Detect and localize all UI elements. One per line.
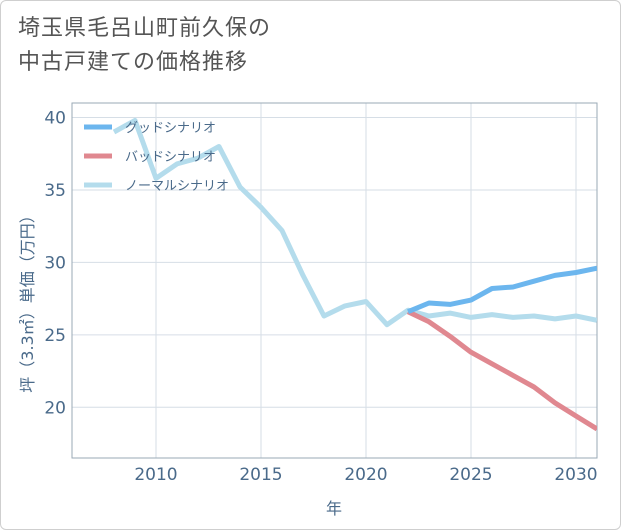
legend-label: バッドシナリオ (125, 150, 216, 165)
x-tick-label: 2020 (344, 465, 387, 485)
series-line-1 (406, 309, 597, 432)
legend-label: ノーマルシナリオ (125, 179, 229, 194)
y-axis-label: 坪（3.3㎡）単価（万円） (18, 207, 37, 392)
series-line-2 (112, 117, 597, 328)
series-line-0 (407, 265, 597, 315)
y-tick-label: 25 (44, 326, 66, 346)
y-tick-label: 40 (44, 108, 66, 128)
legend-label: グッドシナリオ (125, 121, 216, 136)
x-tick-label: 2030 (554, 465, 597, 485)
y-tick-label: 30 (44, 253, 66, 273)
title-line-2: 中古戸建ての価格推移 (18, 50, 249, 75)
series-lines (112, 117, 597, 432)
grid (72, 103, 597, 458)
x-axis-label: 年 (326, 499, 342, 518)
title-line-1: 埼玉県毛呂山町前久保の (18, 16, 272, 41)
y-tick-label: 20 (44, 398, 66, 418)
x-tick-label: 2025 (449, 465, 492, 485)
x-tick-label: 2015 (239, 465, 282, 485)
y-tick-label: 35 (44, 181, 66, 201)
chart-title: 埼玉県毛呂山町前久保の 中古戸建ての価格推移 (18, 12, 271, 80)
plot-frame (71, 102, 598, 459)
x-tick-label: 2010 (134, 465, 177, 485)
